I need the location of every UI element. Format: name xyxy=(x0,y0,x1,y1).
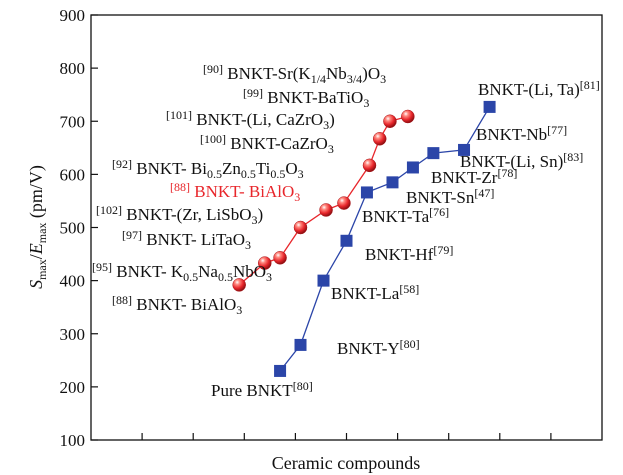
data-point xyxy=(406,161,419,174)
data-point xyxy=(294,338,307,351)
annotation-pure: Pure BNKT[80] xyxy=(211,379,313,400)
x-axis-label: Ceramic compounds xyxy=(272,453,420,473)
annotation-hf: BNKT-Hf[79] xyxy=(365,243,453,264)
annotation-kna: [95] BNKT- K0.5Na0.5NbO3 xyxy=(92,260,272,284)
annotation-li-sn: BNKT-(Li, Sn)[83] xyxy=(460,150,583,171)
annotation-ta: BNKT-Ta[76] xyxy=(362,205,449,226)
y-tick-label: 600 xyxy=(60,165,86,184)
annotation-zr: BNKT-Zr[78] xyxy=(431,166,517,187)
y-tick-label: 700 xyxy=(60,112,86,131)
data-point xyxy=(317,274,330,287)
y-axis-label: Smax/Emax (pm/V) xyxy=(26,165,49,289)
data-point xyxy=(362,158,377,173)
annotation-sn: BNKT-Sn[47] xyxy=(406,186,494,207)
data-point xyxy=(340,234,353,247)
annotation-litao3: [97] BNKT- LiTaO3 xyxy=(122,228,251,252)
data-point xyxy=(274,364,287,377)
data-point xyxy=(427,147,440,160)
series-line-1 xyxy=(238,115,408,286)
annotation-bialo3-red: [88] BNKT- BiAlO3 xyxy=(170,180,300,204)
y-tick-label: 200 xyxy=(60,378,86,397)
data-point xyxy=(257,256,272,270)
data-point xyxy=(386,176,399,189)
data-point xyxy=(293,220,308,235)
data-point xyxy=(360,186,373,199)
data-point xyxy=(273,251,287,265)
y-axis-ticks: 100 200 300 400 500 600 700 800 900 xyxy=(60,6,98,450)
annotation-y: BNKT-Y[80] xyxy=(337,337,420,358)
data-point xyxy=(337,196,351,210)
series-line-2 xyxy=(279,106,491,372)
y-tick-label: 900 xyxy=(60,6,86,25)
annotation-li-ta: BNKT-(Li, Ta)[81] xyxy=(478,78,600,99)
data-point xyxy=(232,278,246,292)
data-point xyxy=(483,100,496,113)
series-lines xyxy=(238,106,491,372)
annotation-batio3: [99] BNKT-BaTiO3 xyxy=(243,86,369,110)
data-point xyxy=(372,132,387,146)
annotation-li-cazro3: [101] BNKT-(Li, CaZrO3) xyxy=(166,108,335,132)
data-point xyxy=(458,143,471,156)
y-tick-label: 300 xyxy=(60,325,86,344)
data-point xyxy=(401,109,415,124)
annotation-nb: BNKT-Nb[77] xyxy=(476,123,567,144)
data-point xyxy=(319,203,333,217)
y-tick-label: 400 xyxy=(60,272,86,291)
annotation-bialo3: [88] BNKT- BiAlO3 xyxy=(112,293,242,317)
annotation-cazro3: [100] BNKT-CaZrO3 xyxy=(200,132,334,156)
annotation-zr-lisbo3: [102] BNKT-(Zr, LiSbO3) xyxy=(96,203,263,227)
annotation-bizn: [92] BNKT- Bi0.5Zn0.5Ti0.5O3 xyxy=(112,157,304,181)
series-markers xyxy=(232,100,496,377)
y-tick-label: 800 xyxy=(60,59,86,78)
annotation-sr: [90] BNKT-Sr(K1/4Nb3/4)O3 xyxy=(203,62,386,86)
data-point xyxy=(383,114,397,128)
y-tick-label: 500 xyxy=(60,219,86,238)
x-axis-ticks xyxy=(141,433,552,440)
annotations: [90] BNKT-Sr(K1/4Nb3/4)O3[99] BNKT-BaTiO… xyxy=(92,62,600,400)
y-tick-label: 100 xyxy=(60,431,86,450)
annotation-la: BNKT-La[58] xyxy=(331,282,419,303)
